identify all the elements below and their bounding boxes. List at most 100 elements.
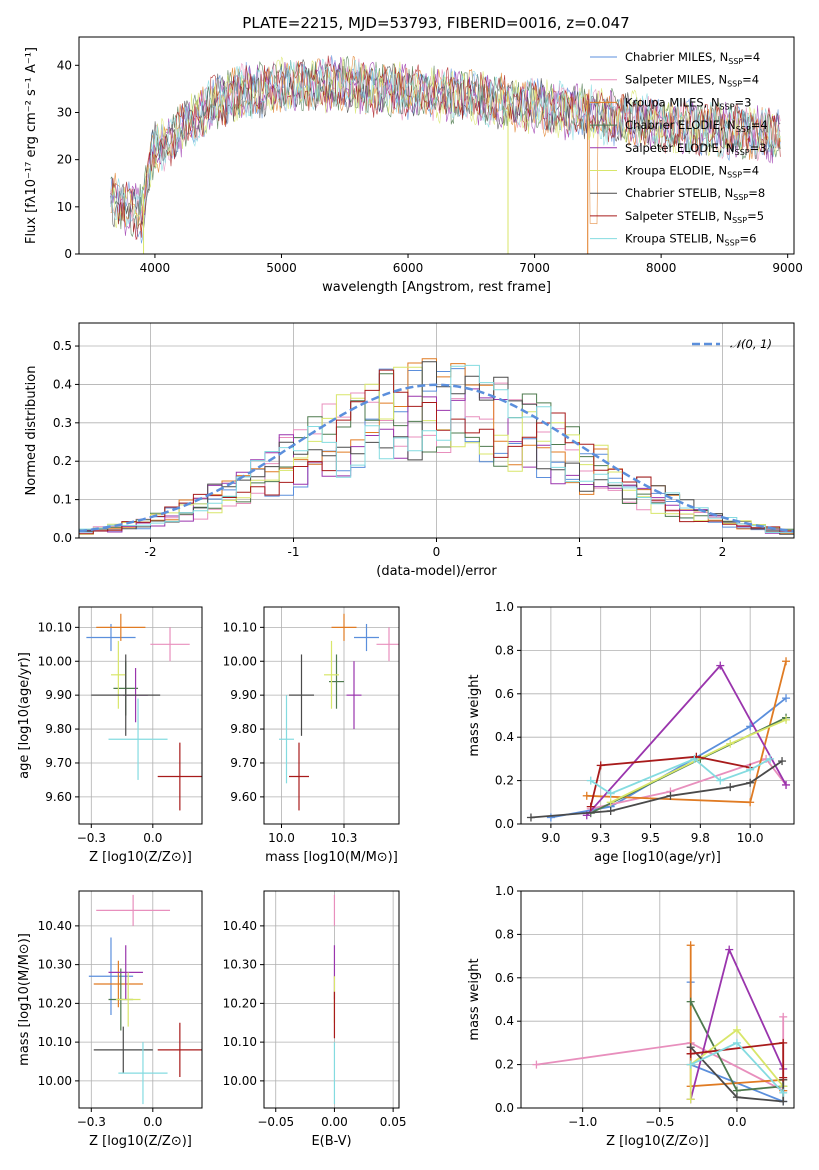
z-mass-ytick-label-4: 10.40 [38, 919, 72, 933]
age-weight-ytick-label-2: 0.4 [495, 730, 514, 744]
z-mass-xlabel: Z [log10(Z/Z⊙)] [89, 1134, 192, 1149]
age-weight-plot-area [526, 657, 791, 822]
z-weight-marker-chabrier-elodie-0 [686, 997, 695, 1006]
mass-age-point-0 [354, 623, 379, 652]
z-mass-xtick-label-0: −0.3 [77, 1115, 106, 1129]
z-age-ytick-label-2: 9.80 [45, 722, 72, 736]
hist-series-salpeter-stelib [79, 369, 794, 538]
z-age-ytick-label-4: 10.00 [38, 654, 72, 668]
age-weight-marker-kroupa-stelib-5 [766, 754, 775, 763]
mass-age-point-8 [279, 695, 294, 784]
mass-age-ytick-label-2: 9.80 [230, 722, 257, 736]
z-mass-ytick-label-2: 10.20 [38, 996, 72, 1010]
z-weight-marker-salpeter-stelib-1 [686, 1049, 695, 1058]
ebv-ytick-label-0: 10.00 [223, 1074, 257, 1088]
mass-age-ytick-label-4: 10.00 [223, 654, 257, 668]
z-weight-ylabel: mass weight [467, 958, 482, 1040]
z-weight-marker-salpeter-stelib-3 [779, 1073, 788, 1082]
z-age-frame [78, 606, 203, 825]
ebv-xlabel: E(B-V) [311, 1134, 351, 1149]
age-weight-marker-chabrier-stelib-2 [666, 791, 675, 800]
age-weight-marker-chabrier-stelib-5 [778, 757, 787, 766]
age-weight-marker-kroupa-miles-2 [782, 657, 791, 666]
mass-age-frame [263, 606, 400, 825]
z-weight-marker-salpeter-stelib-2 [779, 1038, 788, 1047]
spectrum-ytick-label-3: 30 [57, 105, 72, 119]
mass-age-ytick-label-1: 9.70 [230, 756, 257, 770]
age-weight-line-kroupa-stelib [590, 757, 771, 795]
age-weight-ylabel: mass weight [467, 674, 482, 756]
age-weight-xlabel: age [log10(age/yr)] [594, 850, 721, 865]
age-weight-marker-kroupa-elodie-2 [782, 715, 791, 724]
age-weight-frame [520, 606, 795, 825]
z-age-point-1 [150, 627, 190, 662]
legend-entry-5: Kroupa ELODIE, NSSP=4 [625, 164, 759, 180]
z-weight-marker-salpeter-miles-0 [532, 1060, 541, 1069]
legend-entry-8: Kroupa STELIB, NSSP=6 [625, 232, 756, 248]
z-mass-point-1 [96, 894, 171, 926]
age-weight-xtick-label-3: 9.8 [691, 831, 710, 845]
z-age-point-6 [91, 654, 161, 736]
age-weight-marker-kroupa-stelib-2 [690, 754, 699, 763]
gaussian-curve [79, 383, 794, 533]
z-weight-line-kroupa-elodie [689, 1028, 784, 1100]
spectrum-series-salpeter-stelib [110, 55, 781, 240]
z-weight-marker-kroupa-stelib-2 [779, 1088, 788, 1097]
z-mass-frame [78, 890, 203, 1109]
mass-age-panel: 10.0 10.3 9.60 9.70 9.80 9.90 10.00 10.10 mass [… [223, 606, 400, 865]
z-age-point-7 [157, 742, 202, 811]
z-mass-point-8 [118, 1042, 168, 1105]
z-mass-point-2 [93, 960, 143, 1008]
z-mass-point-5 [115, 972, 141, 1027]
z-mass-ytick-label-3: 10.30 [38, 958, 72, 972]
mass-age-ytick-label-3: 9.90 [230, 688, 257, 702]
spectrum-ytick-label-1: 10 [57, 200, 72, 214]
mass-age-plot-area [279, 613, 399, 811]
age-weight-ytick-label-1: 0.2 [495, 774, 514, 788]
residuals-frame [78, 322, 795, 539]
z-age-point-5 [110, 640, 126, 709]
age-weight-line-chabrier-stelib [530, 760, 783, 819]
age-weight-xtick-label-4: 10.0 [737, 831, 764, 845]
mass-age-point-5 [324, 640, 339, 709]
z-weight-marker-salpeter-elodie-1 [725, 945, 734, 954]
legend-entry-1: Salpeter MILES, NSSP=4 [625, 73, 759, 89]
age-weight-panel: 9.0 9.3 9.5 9.8 10.0 0.0 0.2 0.4 0.6 0.8 1.0 age [l… [467, 600, 795, 865]
z-age-xtick-label-1: 0.0 [143, 831, 162, 845]
legend-entry-3: Chabrier ELODIE, NSSP=4 [625, 118, 768, 134]
age-weight-xtick-label-0: 9.0 [541, 831, 560, 845]
age-weight-marker-chabrier-miles-3 [782, 694, 791, 703]
residuals-panel: -2 -1 0 1 2 0.0 0.1 0.2 0.3 0.4 0.5 (data-model)/er… [24, 322, 795, 579]
gaussian-legend-label: 𝒩(0, 1) [730, 337, 772, 351]
z-age-ytick-label-1: 9.70 [45, 756, 72, 770]
ebv-xtick-label-2: 0.05 [380, 1115, 407, 1129]
spectrum-ytick-label-2: 20 [57, 153, 72, 167]
age-weight-marker-chabrier-stelib-3 [726, 783, 735, 792]
ebv-ytick-label-4: 10.40 [223, 919, 257, 933]
spectrum-xtick-label-4: 8000 [646, 261, 677, 275]
age-weight-ytick-label-5: 1.0 [495, 600, 514, 614]
z-weight-xtick-label-0: −1.0 [568, 1115, 597, 1129]
age-weight-line-chabrier-miles [550, 697, 787, 819]
age-weight-xtick-label-2: 9.5 [641, 831, 660, 845]
mass-age-point-2 [331, 613, 357, 641]
z-age-ytick-label-0: 9.60 [45, 790, 72, 804]
spectrum-xtick-label-2: 6000 [393, 261, 424, 275]
ebv-ytick-label-2: 10.20 [223, 996, 257, 1010]
spectrum-xtick-label-1: 5000 [266, 261, 297, 275]
spectrum-xtick-label-5: 9000 [772, 261, 803, 275]
residuals-xtick-label-1: -1 [288, 545, 300, 559]
z-weight-ytick-label-2: 0.4 [495, 1014, 514, 1028]
z-weight-marker-kroupa-miles-0 [686, 941, 695, 950]
ebv-frame [263, 890, 400, 1109]
spectrum-plot-area [110, 55, 781, 254]
spectrum-xtick-label-0: 4000 [140, 261, 171, 275]
age-weight-marker-salpeter-elodie-1 [716, 661, 725, 670]
residuals-xtick-label-4: 2 [719, 545, 727, 559]
ebv-xtick-label-1: 0.00 [321, 1115, 348, 1129]
z-weight-marker-salpeter-miles-3 [779, 1012, 788, 1021]
z-age-ytick-label-3: 9.90 [45, 688, 72, 702]
z-mass-ylabel: mass [log10(M/M⊙)] [17, 933, 32, 1066]
age-weight-marker-salpeter-stelib-1 [596, 761, 605, 770]
age-weight-marker-kroupa-stelib-3 [716, 776, 725, 785]
